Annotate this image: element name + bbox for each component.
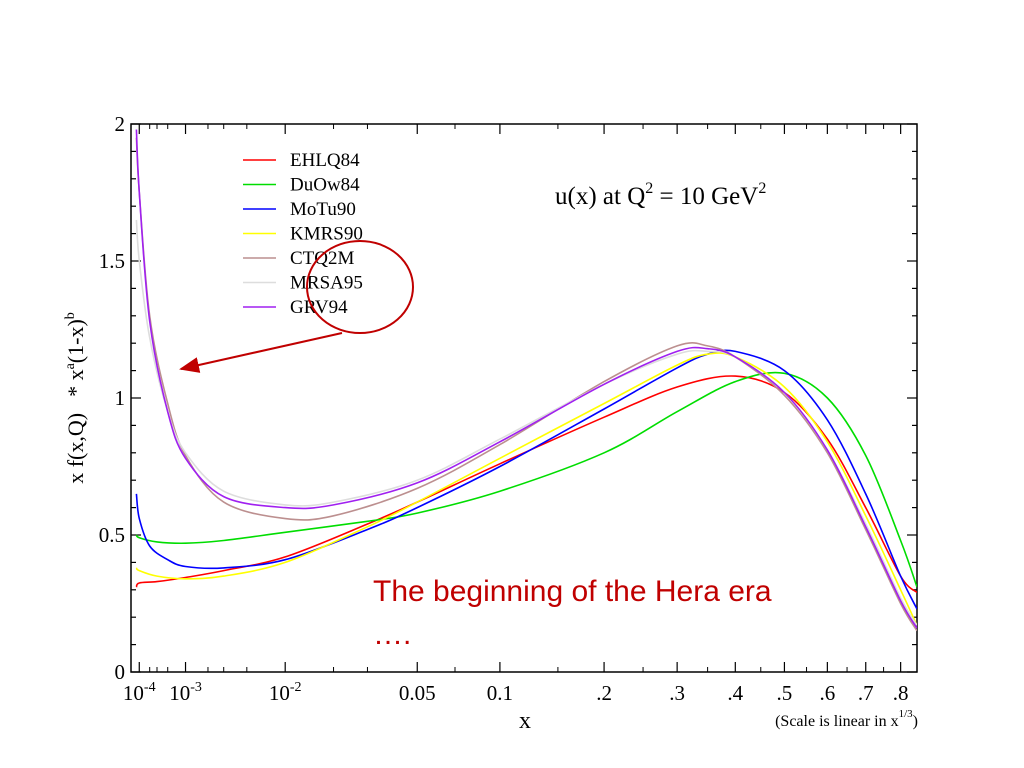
annotation-text: The beginning of the Hera era xyxy=(373,575,772,608)
x-tick-label: 10-2 xyxy=(269,680,302,705)
axis-ticks xyxy=(131,123,917,673)
series-line-ctq2m xyxy=(135,137,917,632)
legend-label: GRV94 xyxy=(290,297,348,318)
chart-title: u(x) at Q2 = 10 GeV2 xyxy=(555,180,766,210)
x-tick-label: .8 xyxy=(893,681,909,705)
x-tick-label: .5 xyxy=(777,681,793,705)
series-line-duow84 xyxy=(135,371,917,588)
x-axis-label: x xyxy=(519,708,531,734)
x-tick-label: .4 xyxy=(727,681,743,705)
x-tick-label: .3 xyxy=(669,681,685,705)
y-tick-label: 1.5 xyxy=(99,249,125,273)
legend-label: EHLQ84 xyxy=(290,150,360,171)
annotation-ellipsis: …. xyxy=(373,618,411,651)
x-tick-label: .6 xyxy=(819,681,835,705)
x-tick-label: .7 xyxy=(858,681,874,705)
y-tick-label: 0 xyxy=(115,660,126,684)
highlight-arrow xyxy=(179,332,343,373)
y-tick-label: 0.5 xyxy=(99,523,125,547)
legend-label: KMRS90 xyxy=(290,224,363,245)
series-line-kmrs90 xyxy=(135,352,917,626)
x-tick-label: 10-4 xyxy=(123,680,156,705)
x-tick-label: 0.1 xyxy=(487,681,513,705)
series-line-ehlq84 xyxy=(135,375,917,594)
series-line-grv94 xyxy=(135,129,917,629)
legend-label: MRSA95 xyxy=(290,273,363,294)
highlight-circle xyxy=(306,240,414,334)
x-tick-label: .2 xyxy=(596,681,612,705)
x-tick-labels: 10-4 10-3 10-2 0.05 0.1 .2 .3 .4 .5 .6 .7 .8 xyxy=(123,680,909,705)
series-line-motu90 xyxy=(135,349,917,610)
y-tick-labels: 0 0.5 1 1.5 2 xyxy=(99,112,125,684)
y-tick-label: 1 xyxy=(115,386,126,410)
legend: EHLQ84 DuOw84 MoTu90 KMRS90 CTQ2M MRSA95 GRV94 xyxy=(243,150,363,318)
x-axis-scale-note: (Scale is linear in x1/3) xyxy=(775,708,918,730)
legend-label: MoTu90 xyxy=(290,199,356,220)
legend-label: DuOw84 xyxy=(290,175,360,196)
x-tick-label: 0.05 xyxy=(399,681,436,705)
x-tick-label: 10-3 xyxy=(169,680,202,705)
y-axis-label: x f(x,Q)* xa(1-x)b xyxy=(63,312,88,484)
series-lines xyxy=(135,129,917,632)
legend-label: CTQ2M xyxy=(290,248,355,269)
y-tick-label: 2 xyxy=(115,112,126,136)
